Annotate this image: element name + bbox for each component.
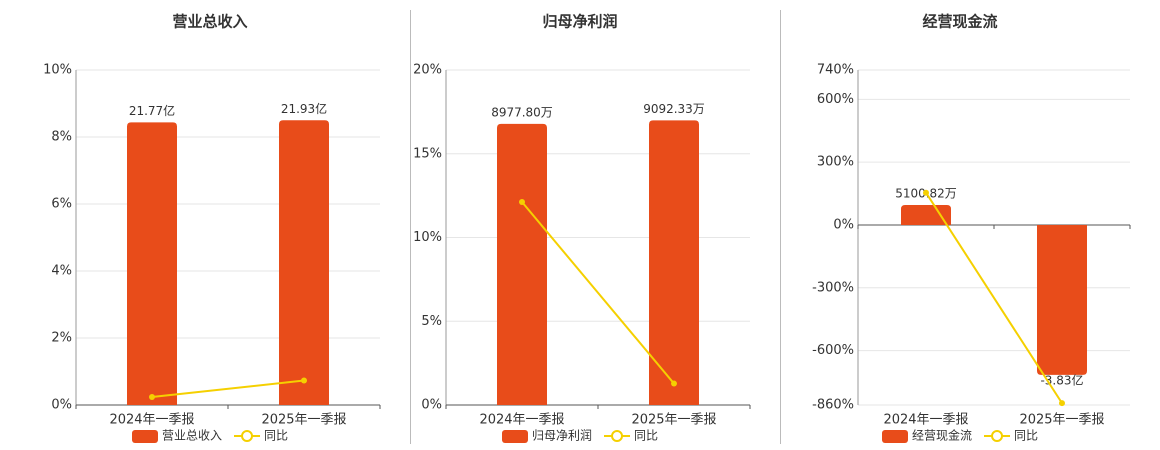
legend-swatch bbox=[882, 430, 908, 443]
legend-label: 同比 bbox=[264, 429, 288, 443]
line bbox=[521, 201, 675, 385]
y-tick-label: 0% bbox=[51, 398, 72, 413]
y-tick-label: 0% bbox=[833, 217, 854, 232]
y-tick-label: -600% bbox=[812, 343, 854, 358]
chart-title: 营业总收入 bbox=[172, 13, 247, 31]
line-point bbox=[519, 198, 525, 205]
y-tick-label: 8% bbox=[51, 130, 72, 145]
x-tick-label: 2024年一季报 bbox=[883, 413, 968, 428]
bar bbox=[1037, 224, 1087, 375]
line-point bbox=[671, 380, 677, 387]
y-tick-label: 0% bbox=[421, 398, 442, 413]
legend-label: 同比 bbox=[634, 429, 658, 443]
legend-swatch bbox=[241, 430, 254, 442]
x-tick-label: 2025年一季报 bbox=[261, 413, 346, 428]
x-tick-label: 2025年一季报 bbox=[1019, 413, 1104, 428]
legend-label: 同比 bbox=[1014, 429, 1038, 443]
bar bbox=[649, 120, 699, 406]
line bbox=[151, 379, 305, 398]
legend-label: 经营现金流 bbox=[912, 428, 972, 443]
legend-label: 营业总收入 bbox=[162, 429, 222, 443]
legend-swatch bbox=[991, 430, 1004, 442]
y-tick-label: 15% bbox=[413, 146, 442, 161]
line bbox=[925, 192, 1063, 404]
y-tick-label: 10% bbox=[413, 230, 442, 245]
y-tick-label: 10% bbox=[43, 63, 72, 78]
line-point bbox=[1059, 400, 1065, 407]
y-tick-label: -300% bbox=[812, 280, 854, 295]
line-point bbox=[301, 377, 307, 384]
value-label: 21.93亿 bbox=[281, 101, 327, 116]
x-tick-label: 2024年一季报 bbox=[479, 413, 564, 428]
value-label: 8977.80万 bbox=[491, 105, 553, 119]
y-tick-label: 300% bbox=[817, 155, 854, 170]
y-tick-label: 2% bbox=[51, 331, 72, 346]
y-tick-label: 740% bbox=[817, 63, 854, 78]
chart-title: 经营现金流 bbox=[922, 13, 997, 31]
legend-swatch bbox=[132, 430, 158, 443]
line-point bbox=[923, 189, 929, 196]
value-label: 9092.33万 bbox=[643, 102, 705, 116]
x-tick-label: 2025年一季报 bbox=[631, 413, 716, 428]
bar bbox=[127, 122, 177, 406]
y-tick-label: 20% bbox=[413, 63, 442, 78]
x-tick-label: 2024年一季报 bbox=[109, 413, 194, 428]
bar bbox=[497, 123, 547, 405]
chart-title: 归母净利润 bbox=[542, 13, 617, 31]
line-point bbox=[149, 393, 155, 400]
value-label: -3.83亿 bbox=[1040, 372, 1083, 387]
legend-label: 归母净利润 bbox=[532, 429, 592, 443]
y-tick-label: 4% bbox=[51, 264, 72, 279]
y-tick-label: -860% bbox=[812, 398, 854, 413]
y-tick-label: 600% bbox=[817, 92, 854, 107]
bar bbox=[279, 120, 329, 405]
y-tick-label: 5% bbox=[421, 314, 442, 329]
legend-swatch bbox=[502, 430, 528, 443]
legend-swatch bbox=[611, 430, 624, 442]
y-tick-label: 6% bbox=[51, 197, 72, 212]
bar bbox=[901, 205, 951, 225]
value-label: 21.77亿 bbox=[129, 103, 175, 118]
